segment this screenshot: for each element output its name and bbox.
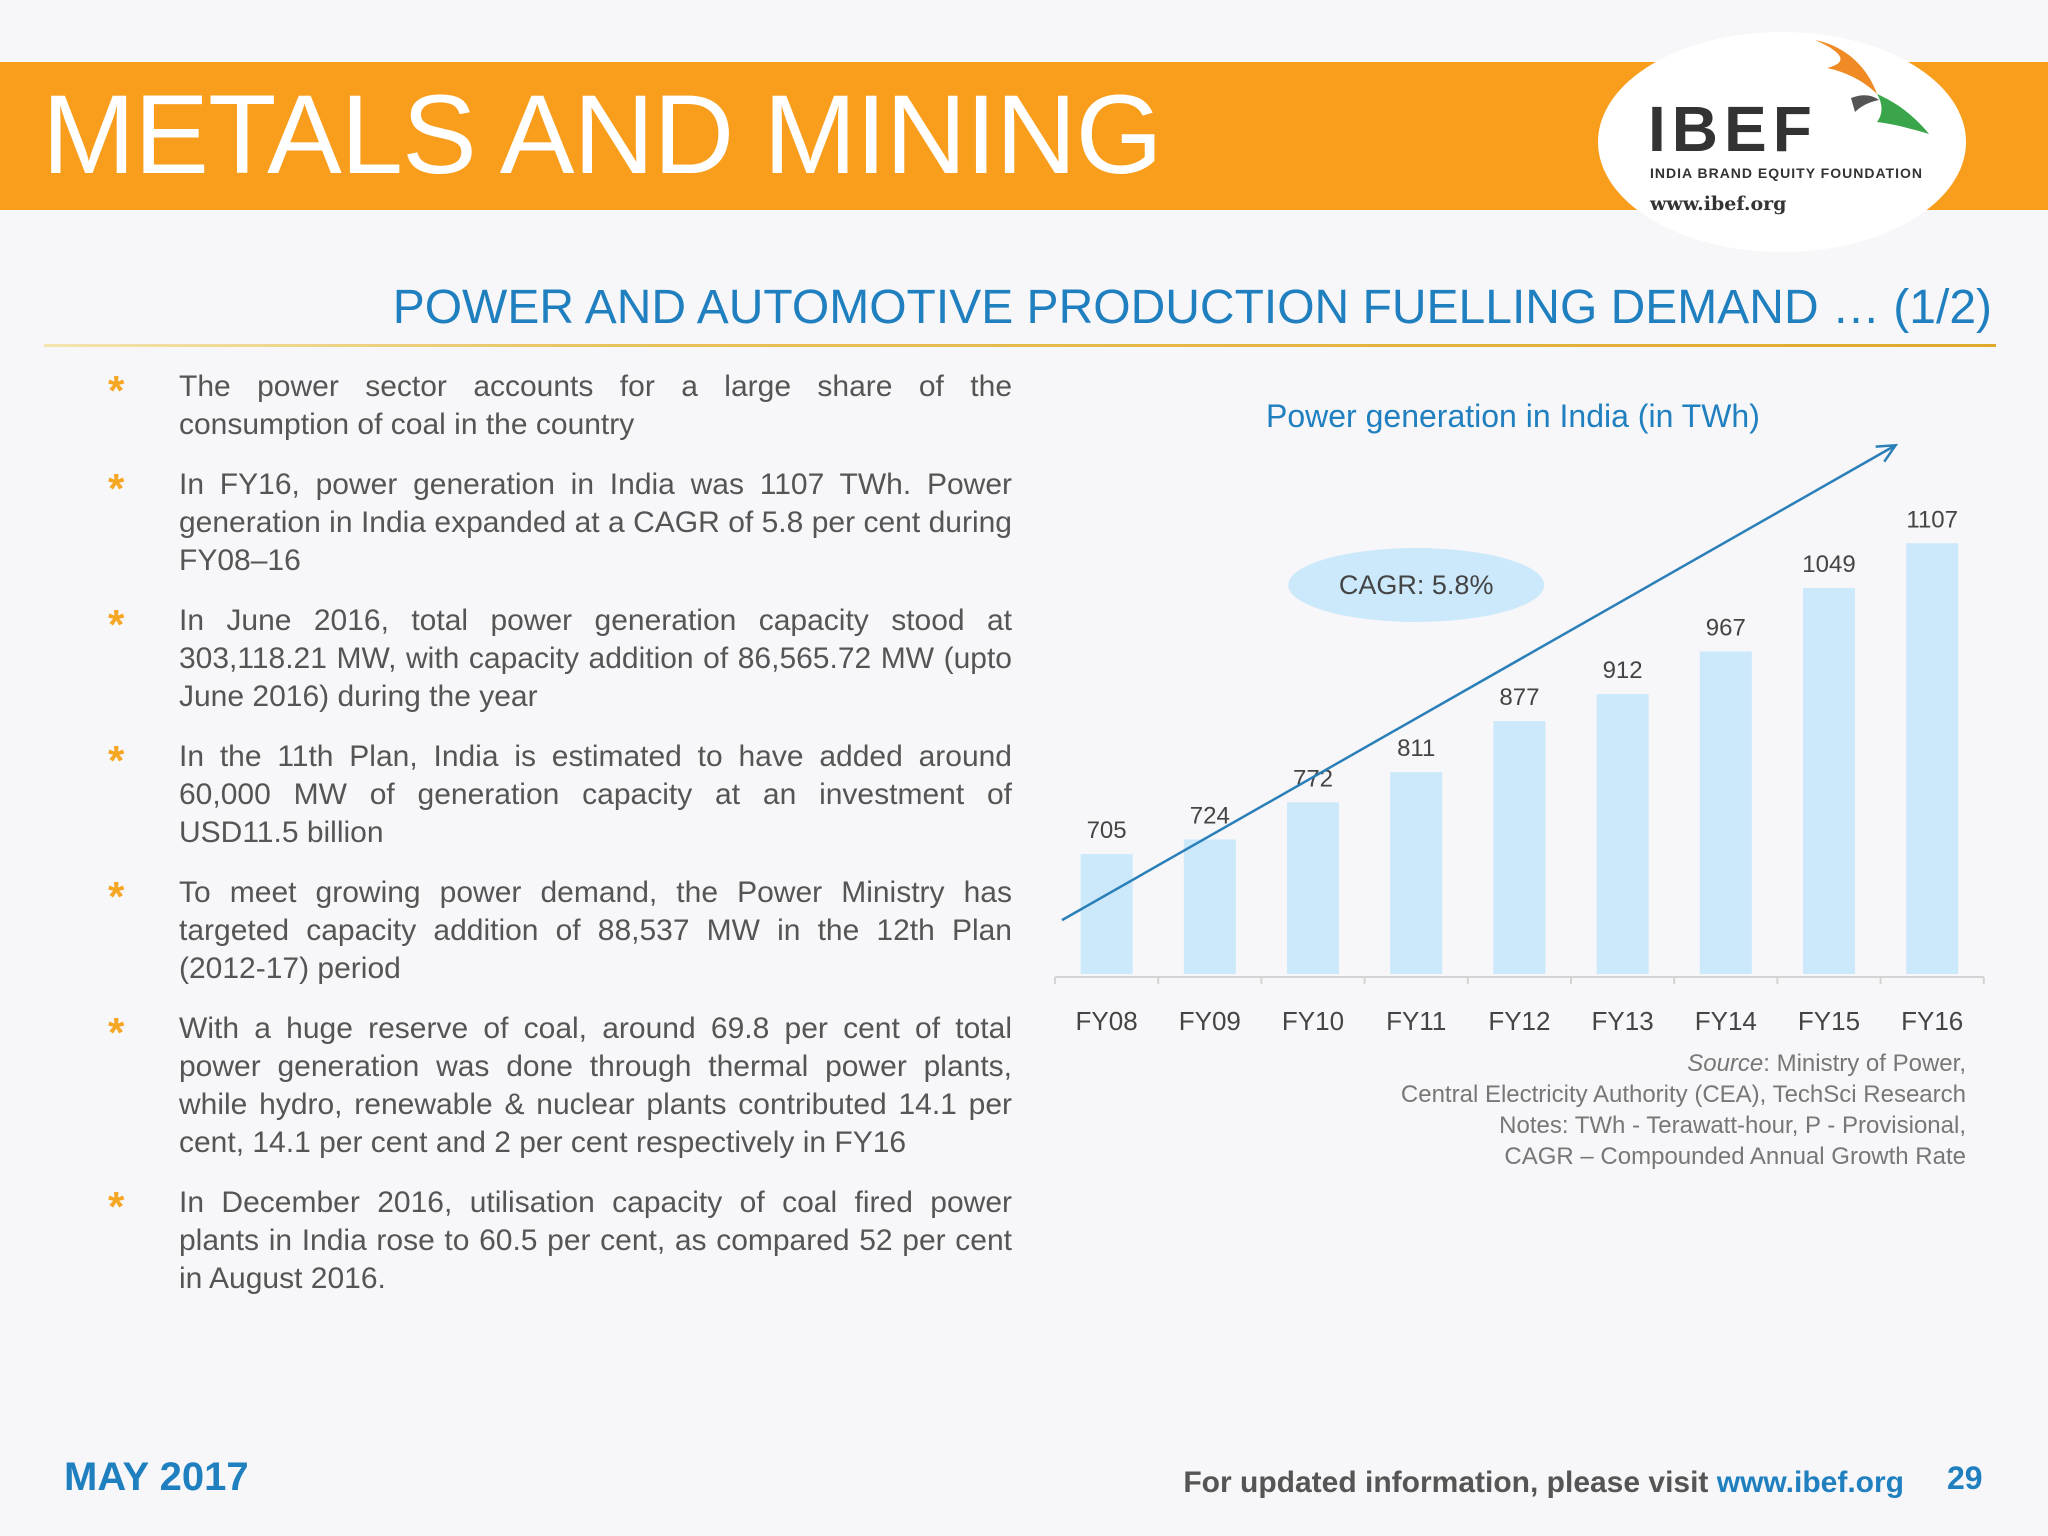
ibef-logo bbox=[1598, 32, 1966, 252]
footer-visit: For updated information, please visit ww… bbox=[1183, 1466, 1904, 1499]
tick-label: FY08 bbox=[1076, 1006, 1138, 1036]
data-label: 912 bbox=[1603, 657, 1643, 684]
data-label: 967 bbox=[1706, 615, 1746, 642]
data-label: 724 bbox=[1190, 802, 1230, 829]
tick-label: FY13 bbox=[1592, 1006, 1654, 1036]
footer-date: MAY 2017 bbox=[64, 1455, 249, 1499]
bullet-item: * In December 2016, utilisation capacity … bbox=[108, 1184, 1012, 1298]
logo-tagline: INDIA BRAND EQUITY FOUNDATION bbox=[1650, 165, 1923, 181]
notes-line-2: CAGR – Compounded Annual Growth Rate bbox=[1504, 1143, 1966, 1170]
tick-label: FY14 bbox=[1695, 1006, 1757, 1036]
logo-wordmark: IBEF bbox=[1648, 93, 1818, 165]
data-label: 877 bbox=[1499, 684, 1539, 711]
bar-fy15 bbox=[1803, 588, 1855, 974]
data-label: 1049 bbox=[1802, 551, 1855, 578]
bar-fy10 bbox=[1287, 802, 1339, 974]
star-icon: * bbox=[108, 1009, 125, 1056]
bullet-item: * With a huge reserve of coal, around 69.… bbox=[108, 1010, 1012, 1162]
bullet-text: In the 11th Plan, India is estimated to … bbox=[179, 740, 1012, 849]
section-subtitle: POWER AND AUTOMOTIVE PRODUCTION FUELLING… bbox=[392, 281, 1992, 334]
bar-fy08 bbox=[1080, 854, 1133, 974]
bar-fy11 bbox=[1390, 772, 1443, 974]
cagr-annotation: CAGR: 5.8% bbox=[1339, 570, 1494, 600]
tick-label: FY12 bbox=[1488, 1006, 1550, 1036]
cagr-trend-line bbox=[1061, 444, 1897, 922]
bullet-text: In December 2016, utilisation capacity o… bbox=[179, 1186, 1012, 1295]
tick-label: FY09 bbox=[1179, 1006, 1241, 1036]
data-label: 1107 bbox=[1906, 506, 1958, 533]
bullet-item: * In the 11th Plan, India is estimated to… bbox=[108, 738, 1012, 852]
bullet-list: * The power sector accounts for a large s… bbox=[108, 368, 1012, 1320]
source-label: Source bbox=[1687, 1050, 1764, 1077]
cagr-bubble bbox=[1288, 548, 1545, 622]
footer-link[interactable]: www.ibef.org bbox=[1716, 1466, 1904, 1499]
data-label: 705 bbox=[1087, 817, 1127, 844]
page-title: METALS AND MINING bbox=[42, 72, 1163, 197]
star-icon: * bbox=[108, 873, 125, 920]
bar-fy14 bbox=[1699, 651, 1752, 974]
bullet-text: The power sector accounts for a large sh… bbox=[179, 370, 1012, 441]
star-icon: * bbox=[108, 1183, 125, 1230]
trend-arrowhead-icon bbox=[1875, 443, 1899, 463]
bar-fy12 bbox=[1493, 721, 1546, 974]
bullet-text: In FY16, power generation in India was 1… bbox=[179, 468, 1012, 577]
chart-title: Power generation in India (in TWh) bbox=[1266, 398, 1760, 434]
bar-fy09 bbox=[1183, 839, 1236, 974]
tick-label: FY11 bbox=[1386, 1006, 1446, 1036]
bar-fy13 bbox=[1596, 694, 1649, 974]
power-generation-chart: 705FY08724FY09772FY10811FY11877FY12912FY… bbox=[1054, 443, 1985, 1036]
notes-line-1: Notes: TWh - Terawatt-hour, P - Provisio… bbox=[1499, 1112, 1966, 1139]
source-note: Source: Ministry of Power, Central Elect… bbox=[1401, 1048, 1966, 1172]
logo-url: www.ibef.org bbox=[1650, 193, 1787, 215]
bullet-item: * In June 2016, total power generation ca… bbox=[108, 602, 1012, 716]
bullet-text: To meet growing power demand, the Power … bbox=[179, 876, 1012, 985]
bullet-text: With a huge reserve of coal, around 69.8… bbox=[179, 1012, 1012, 1159]
bullet-item: * To meet growing power demand, the Power… bbox=[108, 874, 1012, 988]
star-icon: * bbox=[108, 737, 125, 784]
tick-label: FY16 bbox=[1901, 1006, 1963, 1036]
page-number: 29 bbox=[1947, 1460, 1983, 1496]
source-line-1: Source: Ministry of Power, bbox=[1687, 1050, 1966, 1077]
bullet-item: * In FY16, power generation in India was … bbox=[108, 466, 1012, 580]
tick-label: FY15 bbox=[1798, 1006, 1860, 1036]
source-line-2: Central Electricity Authority (CEA), Tec… bbox=[1400, 1081, 1966, 1108]
star-icon: * bbox=[108, 601, 125, 648]
star-icon: * bbox=[108, 367, 125, 414]
data-label: 811 bbox=[1397, 735, 1435, 762]
divider bbox=[44, 344, 1996, 347]
bird-logo-icon bbox=[1815, 40, 1929, 134]
bullet-text: In June 2016, total power generation cap… bbox=[179, 604, 1012, 713]
bar-fy16 bbox=[1906, 543, 1959, 974]
bullet-item: * The power sector accounts for a large s… bbox=[108, 368, 1012, 444]
star-icon: * bbox=[108, 465, 125, 512]
tick-label: FY10 bbox=[1282, 1006, 1344, 1036]
